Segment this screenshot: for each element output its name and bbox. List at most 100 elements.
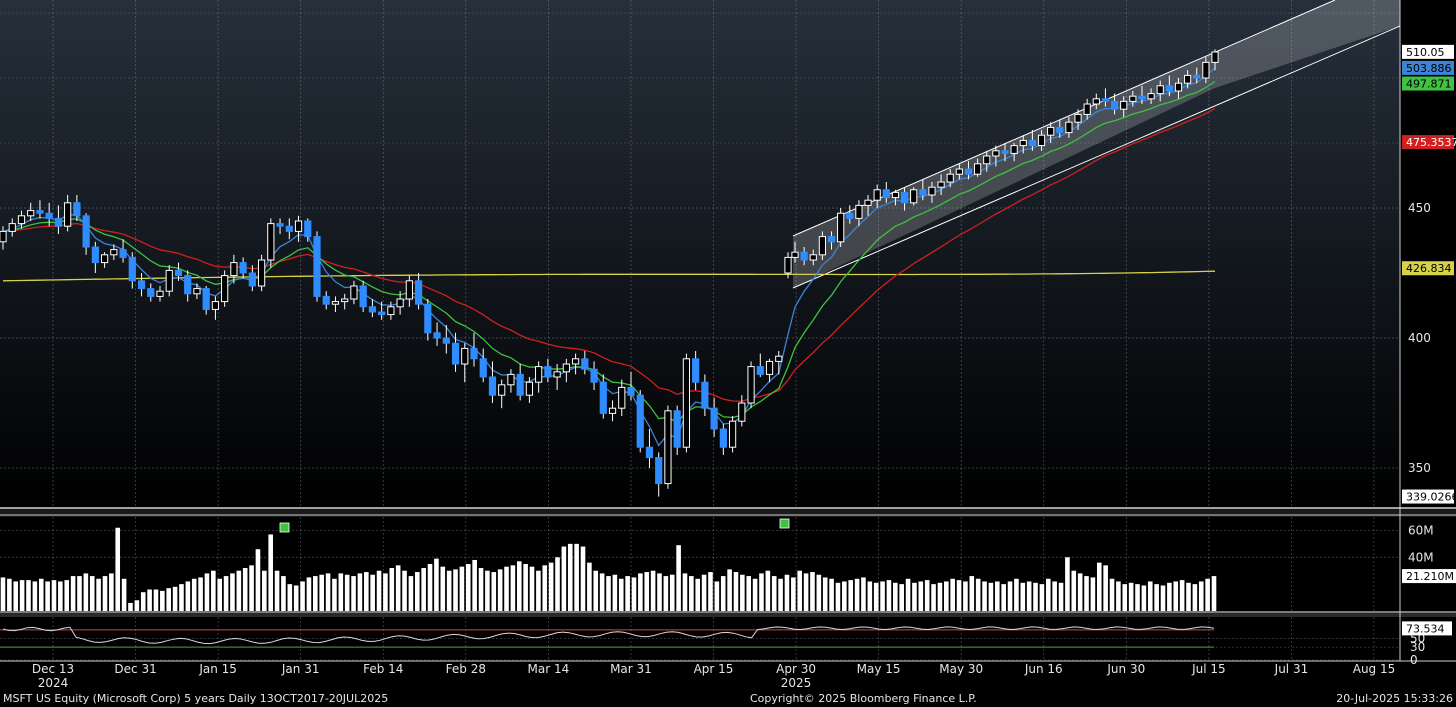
volume-bar: [1033, 582, 1038, 611]
candle: [230, 254, 238, 284]
price-label-box: [1402, 135, 1454, 150]
candle-up: [27, 210, 35, 217]
volume-bar: [38, 578, 44, 611]
x-tick-label: Aug 15: [1353, 662, 1396, 676]
volume-bar: [982, 581, 987, 611]
candle-up: [1083, 103, 1091, 115]
volume-bar: [746, 576, 752, 611]
candle-down: [919, 189, 927, 196]
candle: [946, 169, 954, 188]
volume-bar: [510, 565, 516, 611]
candle: [636, 390, 644, 453]
footer-copyright: Copyright© 2025 Bloomberg Finance L.P.: [750, 692, 977, 705]
candle: [313, 231, 321, 302]
volume-bar: [1179, 580, 1185, 611]
candle: [983, 150, 991, 172]
candle-up: [775, 355, 783, 362]
x-tick-label: Mar 31: [610, 662, 652, 676]
volume-bar: [1052, 581, 1057, 611]
ma-50-line: [2, 108, 1216, 402]
volume-bar: [1045, 578, 1051, 611]
candle-down: [1193, 74, 1201, 79]
volume-bar: [211, 570, 216, 611]
candle: [1083, 98, 1091, 120]
candle: [1110, 93, 1119, 115]
candle: [1047, 122, 1055, 143]
volume-bar: [587, 562, 592, 611]
candle-down: [414, 280, 423, 305]
candle: [710, 397, 718, 437]
volume-bar: [912, 582, 917, 611]
candle-up: [910, 189, 918, 204]
candle-up: [837, 212, 845, 243]
volume-bar: [689, 576, 694, 611]
volume-bar: [1147, 581, 1153, 611]
price-panel-background: [0, 0, 1400, 507]
volume-bar: [319, 574, 324, 611]
volume-bar: [300, 581, 305, 611]
candle: [765, 358, 774, 383]
channel-lower-line: [792, 25, 1401, 289]
volume-bar: [1007, 581, 1013, 611]
candle-down: [846, 212, 854, 219]
candle-down: [239, 262, 247, 274]
volume-bar: [1090, 577, 1096, 611]
candle: [818, 231, 826, 260]
candle-up: [992, 150, 1000, 157]
candle: [294, 215, 303, 242]
volume-bar: [1071, 570, 1077, 611]
candle: [17, 210, 26, 229]
candle: [267, 218, 275, 268]
volume-bar: [7, 578, 12, 611]
candle-up: [1120, 100, 1128, 110]
volume-bar: [567, 543, 573, 611]
candle: [864, 195, 872, 216]
candle: [211, 296, 220, 320]
y-tick-label: 400: [1408, 331, 1431, 345]
volume-bar: [663, 576, 669, 611]
volume-bar: [784, 574, 790, 611]
volume-bar: [867, 581, 873, 611]
candle-up: [396, 298, 404, 308]
price-label: 475.3537: [1406, 136, 1456, 149]
volume-bar: [523, 564, 528, 611]
volume-bar: [797, 570, 803, 611]
candle: [285, 218, 293, 240]
candle-up: [562, 363, 570, 373]
volume-bar: [204, 573, 210, 611]
volume-bar: [931, 584, 936, 611]
volume-bar: [771, 576, 777, 611]
volume-bar: [606, 576, 611, 611]
volume-bar: [561, 546, 567, 611]
x-tick-label: May 15: [857, 662, 901, 676]
candle-up: [1202, 61, 1210, 79]
volume-bar: [287, 584, 293, 611]
volume-bar: [1014, 578, 1019, 611]
candle-down: [719, 428, 727, 448]
candle-up: [974, 163, 982, 175]
candle-down: [137, 280, 146, 290]
price-label: 503.886: [1406, 62, 1452, 75]
candle: [433, 322, 441, 346]
candle: [396, 291, 404, 315]
volume-bar: [440, 566, 446, 611]
x-year-label: 2024: [38, 676, 69, 690]
volume-bar: [714, 581, 720, 611]
candle-down: [1028, 139, 1036, 147]
candle-up: [1092, 98, 1100, 105]
candle: [100, 252, 109, 268]
price-label-box: [1402, 76, 1454, 91]
regression-channel: [793, 0, 1400, 288]
candle-down: [470, 347, 478, 360]
volume-bar: [230, 573, 235, 611]
volume-bar: [427, 564, 433, 611]
volume-bar: [1135, 584, 1140, 611]
candle-up: [1174, 82, 1183, 92]
candle: [341, 293, 349, 310]
x-tick-label: Dec 31: [114, 662, 156, 676]
candle: [928, 182, 936, 203]
candle-up: [818, 236, 826, 256]
volume-bar: [1058, 582, 1064, 611]
volume-bar: [389, 568, 395, 611]
